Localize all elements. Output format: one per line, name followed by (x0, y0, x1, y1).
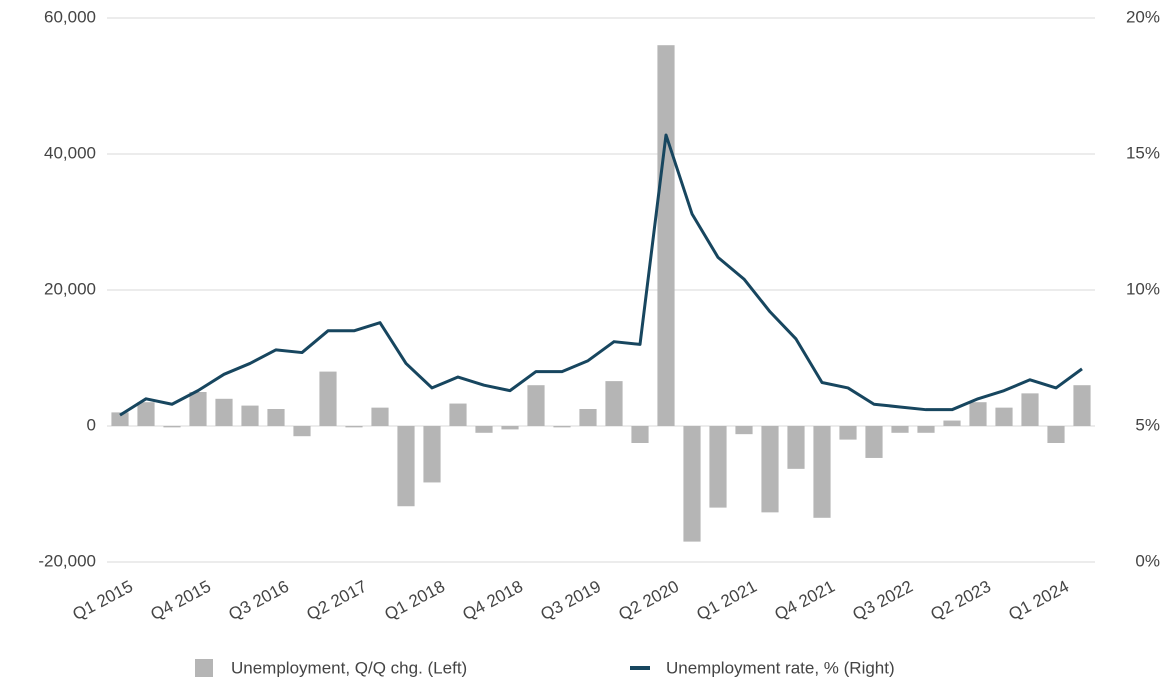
legend-label: Unemployment, Q/Q chg. (Left) (231, 658, 467, 677)
bar (553, 426, 571, 428)
x-tick-label: Q3 2019 (537, 577, 604, 624)
y2-tick-label: 20% (1126, 7, 1160, 26)
bar (839, 426, 857, 440)
x-tick-label: Q3 2022 (849, 577, 916, 624)
bar (891, 426, 909, 433)
bar (241, 405, 259, 426)
bar (397, 426, 415, 507)
y2-tick-label: 10% (1126, 279, 1160, 298)
bar (813, 426, 831, 518)
bar (345, 426, 363, 428)
bar (163, 426, 181, 428)
y2-tick-label: 0% (1135, 551, 1160, 570)
bar (709, 426, 727, 508)
y-tick-label: -20,000 (38, 551, 96, 570)
bar (423, 426, 441, 483)
legend-label: Unemployment rate, % (Right) (666, 658, 895, 677)
bar (657, 45, 675, 426)
y-tick-label: 40,000 (44, 143, 96, 162)
bar (865, 426, 883, 458)
bar (761, 426, 779, 513)
bar (787, 426, 805, 469)
bar (371, 407, 389, 426)
bar (735, 426, 753, 435)
x-tick-label: Q4 2018 (459, 577, 526, 624)
bar (137, 402, 155, 426)
y2-tick-label: 5% (1135, 415, 1160, 434)
y-tick-label: 20,000 (44, 279, 96, 298)
bar (1047, 426, 1065, 443)
x-tick-label: Q4 2015 (147, 577, 214, 624)
bar (449, 403, 467, 426)
x-tick-label: Q3 2016 (225, 577, 292, 624)
x-tick-label: Q2 2017 (303, 577, 370, 624)
x-tick-label: Q2 2023 (927, 577, 994, 624)
bar (527, 385, 545, 426)
bar (111, 412, 129, 426)
bar (683, 426, 701, 542)
x-tick-label: Q1 2018 (381, 577, 448, 624)
bar (475, 426, 493, 433)
y-tick-label: 60,000 (44, 7, 96, 26)
bar (501, 426, 519, 430)
x-tick-label: Q1 2021 (693, 577, 760, 624)
bar (189, 392, 207, 426)
bar (943, 420, 961, 426)
bar (1073, 385, 1091, 426)
bar (917, 426, 935, 433)
x-tick-label: Q2 2020 (615, 577, 682, 624)
x-tick-label: Q4 2021 (771, 577, 838, 624)
bar (293, 426, 311, 437)
line (119, 133, 1083, 417)
bar (605, 381, 623, 426)
legend-swatch (195, 659, 213, 677)
bar (579, 409, 597, 426)
bar (1021, 393, 1039, 426)
y2-tick-label: 15% (1126, 143, 1160, 162)
y-tick-label: 0 (87, 415, 96, 434)
bar (969, 402, 987, 426)
bar (319, 371, 337, 426)
bar (631, 426, 649, 443)
x-tick-label: Q1 2015 (69, 577, 136, 624)
bar (215, 398, 233, 426)
bar (267, 409, 285, 426)
x-tick-label: Q1 2024 (1005, 577, 1072, 624)
bar (995, 407, 1013, 426)
